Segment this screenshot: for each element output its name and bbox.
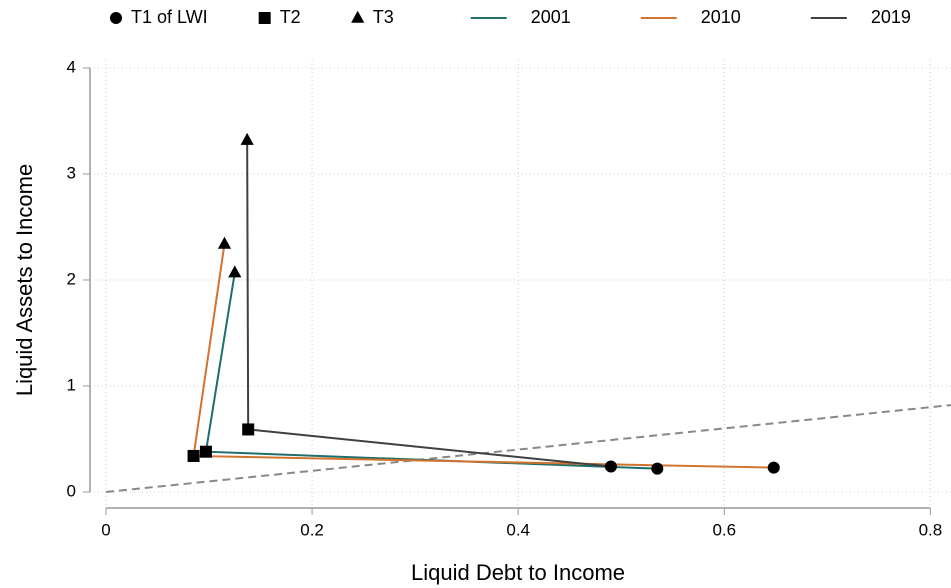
- marker: [767, 461, 780, 474]
- y-tick-label: 1: [67, 375, 76, 394]
- y-tick-label: 0: [67, 481, 76, 500]
- y-tick-label: 2: [67, 269, 76, 288]
- series-line: [192, 243, 774, 469]
- legend-marker: [110, 12, 122, 24]
- marker: [651, 462, 664, 475]
- marker: [228, 265, 242, 278]
- y-tick-label: 3: [67, 163, 76, 182]
- y-tick-label: 4: [67, 57, 76, 76]
- marker: [199, 445, 212, 458]
- marker: [217, 236, 232, 249]
- legend-marker: [258, 12, 271, 24]
- x-tick-label: 0.6: [712, 520, 736, 539]
- diagonal-line: [105, 404, 951, 493]
- x-tick-label: 0.8: [919, 520, 943, 539]
- marker: [240, 132, 254, 145]
- legend-label: 2010: [701, 7, 741, 27]
- x-axis-label: Liquid Debt to Income: [411, 560, 625, 585]
- legend-label: 2001: [531, 7, 571, 27]
- x-tick-label: 0: [101, 520, 110, 539]
- marker: [187, 449, 200, 462]
- legend-label: T3: [373, 7, 394, 27]
- x-tick-label: 0.2: [300, 520, 324, 539]
- series-line: [246, 140, 612, 468]
- legend-label: T1 of LWI: [131, 7, 208, 27]
- x-tick-label: 0.4: [506, 520, 530, 539]
- marker: [242, 423, 255, 436]
- legend-label: 2019: [871, 7, 911, 27]
- series-line: [204, 272, 658, 470]
- y-axis-label: Liquid Assets to Income: [12, 164, 37, 396]
- legend-label: T2: [280, 7, 301, 27]
- marker: [604, 460, 617, 473]
- legend-marker: [351, 10, 365, 23]
